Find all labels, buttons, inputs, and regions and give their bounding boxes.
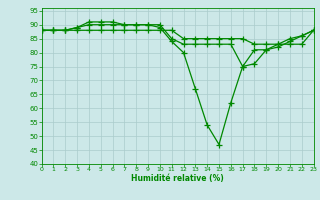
X-axis label: Humidité relative (%): Humidité relative (%) bbox=[131, 174, 224, 183]
